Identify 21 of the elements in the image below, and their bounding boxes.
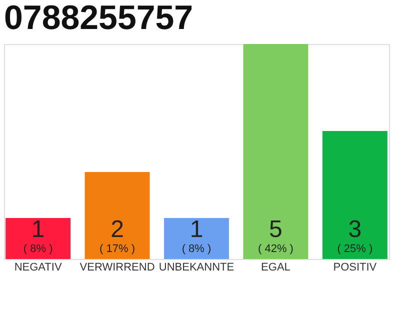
x-tick-label: NEGATIV (14, 262, 62, 274)
annotation: 3 (348, 216, 362, 243)
data-label: ( 17% ) (100, 243, 136, 255)
data-label: ( 25% ) (337, 243, 373, 255)
annotation: 1 (31, 216, 45, 243)
data-label: ( 8% ) (23, 243, 53, 255)
annotation: 2 (110, 216, 124, 243)
bar (322, 131, 388, 259)
bar (243, 44, 308, 259)
chart-title: 0788255757 (4, 0, 194, 37)
bar (84, 172, 150, 259)
data-label: ( 8% ) (182, 243, 212, 255)
x-tick-label: VERWIRREND (80, 262, 155, 274)
bar (164, 218, 229, 259)
annotation: 5 (269, 216, 282, 243)
x-tick-label: EGAL (261, 262, 290, 274)
x-tick-label: UNBEKANNTE (158, 262, 234, 274)
annotation: 1 (190, 216, 204, 243)
data-label: ( 42% ) (258, 243, 294, 255)
x-tick-label: POSITIV (333, 262, 378, 274)
bar (6, 218, 71, 259)
